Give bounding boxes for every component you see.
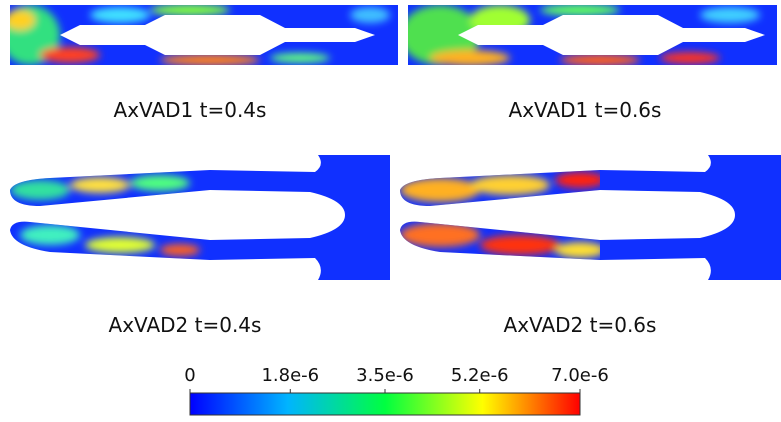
colorbar — [190, 393, 580, 415]
panel-label: AxVAD1 t=0.6s — [509, 98, 662, 122]
figure: AxVAD1 t=0.4s AxVAD1 t=0.6s AxVAD2 t=0.4… — [0, 0, 781, 422]
panel-label: AxVAD2 t=0.6s — [504, 313, 657, 337]
tick-label: 3.5e-6 — [356, 365, 414, 386]
tick-label: 0 — [184, 365, 195, 386]
tick-label: 1.8e-6 — [261, 365, 319, 386]
contour-axvad1-04 — [0, 4, 398, 66]
panel-label: AxVAD2 t=0.4s — [109, 313, 262, 337]
contour-axvad2-04 — [10, 155, 390, 280]
colorbar-ticks: 0 1.8e-6 3.5e-6 5.2e-6 7.0e-6 — [184, 365, 609, 393]
panel-label: AxVAD1 t=0.4s — [114, 98, 267, 122]
contour-axvad2-06 — [400, 155, 781, 280]
tick-label: 5.2e-6 — [451, 365, 509, 386]
contour-axvad1-06 — [400, 4, 777, 66]
tick-label: 7.0e-6 — [551, 365, 609, 386]
